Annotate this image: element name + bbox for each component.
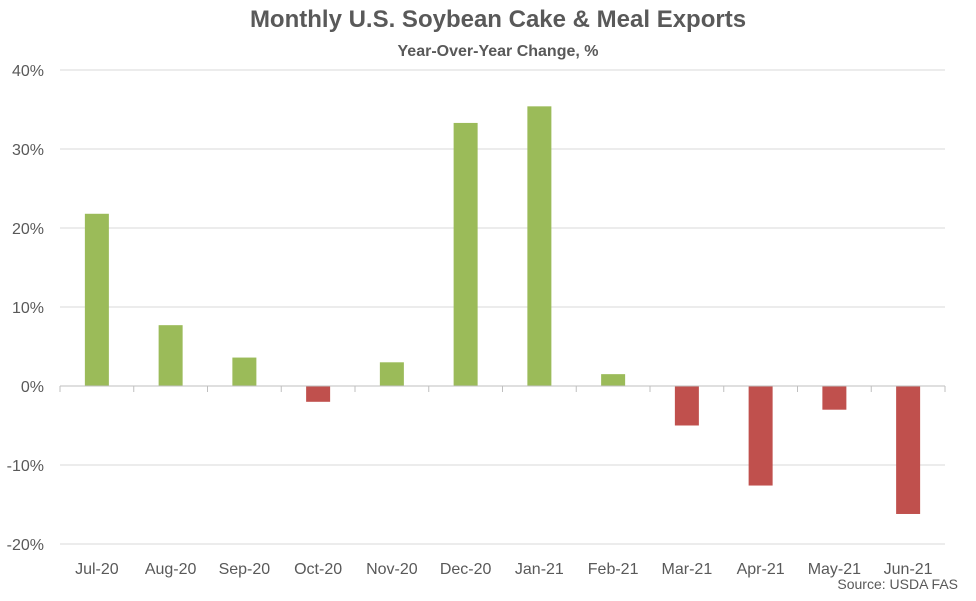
bar bbox=[822, 386, 847, 410]
axes bbox=[59, 385, 946, 392]
bar bbox=[379, 362, 404, 386]
y-tick-label: -10% bbox=[7, 458, 44, 475]
x-tick-label: Aug-20 bbox=[145, 561, 197, 578]
source-note: Source: USDA FAS bbox=[837, 576, 958, 592]
x-tick-label: May-21 bbox=[808, 561, 861, 578]
x-tick-label: Feb-21 bbox=[588, 561, 639, 578]
x-tick-label: Jan-21 bbox=[515, 561, 564, 578]
x-tick-label: Jun-21 bbox=[884, 561, 933, 578]
x-tick-label: Nov-20 bbox=[366, 561, 418, 578]
bar bbox=[601, 374, 626, 386]
y-tick-label: 30% bbox=[12, 142, 44, 159]
bar bbox=[453, 122, 478, 387]
bar bbox=[232, 357, 257, 386]
x-tick-label: Sep-20 bbox=[219, 561, 271, 578]
y-tick-label: 0% bbox=[21, 379, 44, 396]
bars bbox=[84, 106, 921, 514]
chart-subtitle: Year-Over-Year Change, % bbox=[397, 43, 599, 60]
bar bbox=[527, 106, 552, 386]
bar bbox=[84, 213, 109, 386]
tick-labels: -20% -10% 0% 10% 20% 30% 40% Jul-20 Aug-20 Sep-20… bbox=[7, 63, 933, 578]
x-tick-label: Mar-21 bbox=[662, 561, 713, 578]
x-tick-label: Apr-21 bbox=[737, 561, 785, 578]
x-tick-label: Jul-20 bbox=[75, 561, 119, 578]
chart-title: Monthly U.S. Soybean Cake & Meal Exports bbox=[249, 6, 747, 33]
y-tick-label: 10% bbox=[12, 300, 44, 317]
x-tick-label: Dec-20 bbox=[440, 561, 492, 578]
y-tick-label: -20% bbox=[7, 537, 44, 554]
gridlines bbox=[60, 69, 945, 545]
bar bbox=[158, 325, 183, 386]
y-tick-label: 20% bbox=[12, 221, 44, 238]
bar bbox=[306, 386, 331, 402]
bar bbox=[748, 386, 773, 486]
bar bbox=[896, 386, 921, 514]
bar bbox=[674, 386, 699, 426]
x-tick-label: Oct-20 bbox=[294, 561, 342, 578]
y-tick-label: 40% bbox=[12, 63, 44, 80]
